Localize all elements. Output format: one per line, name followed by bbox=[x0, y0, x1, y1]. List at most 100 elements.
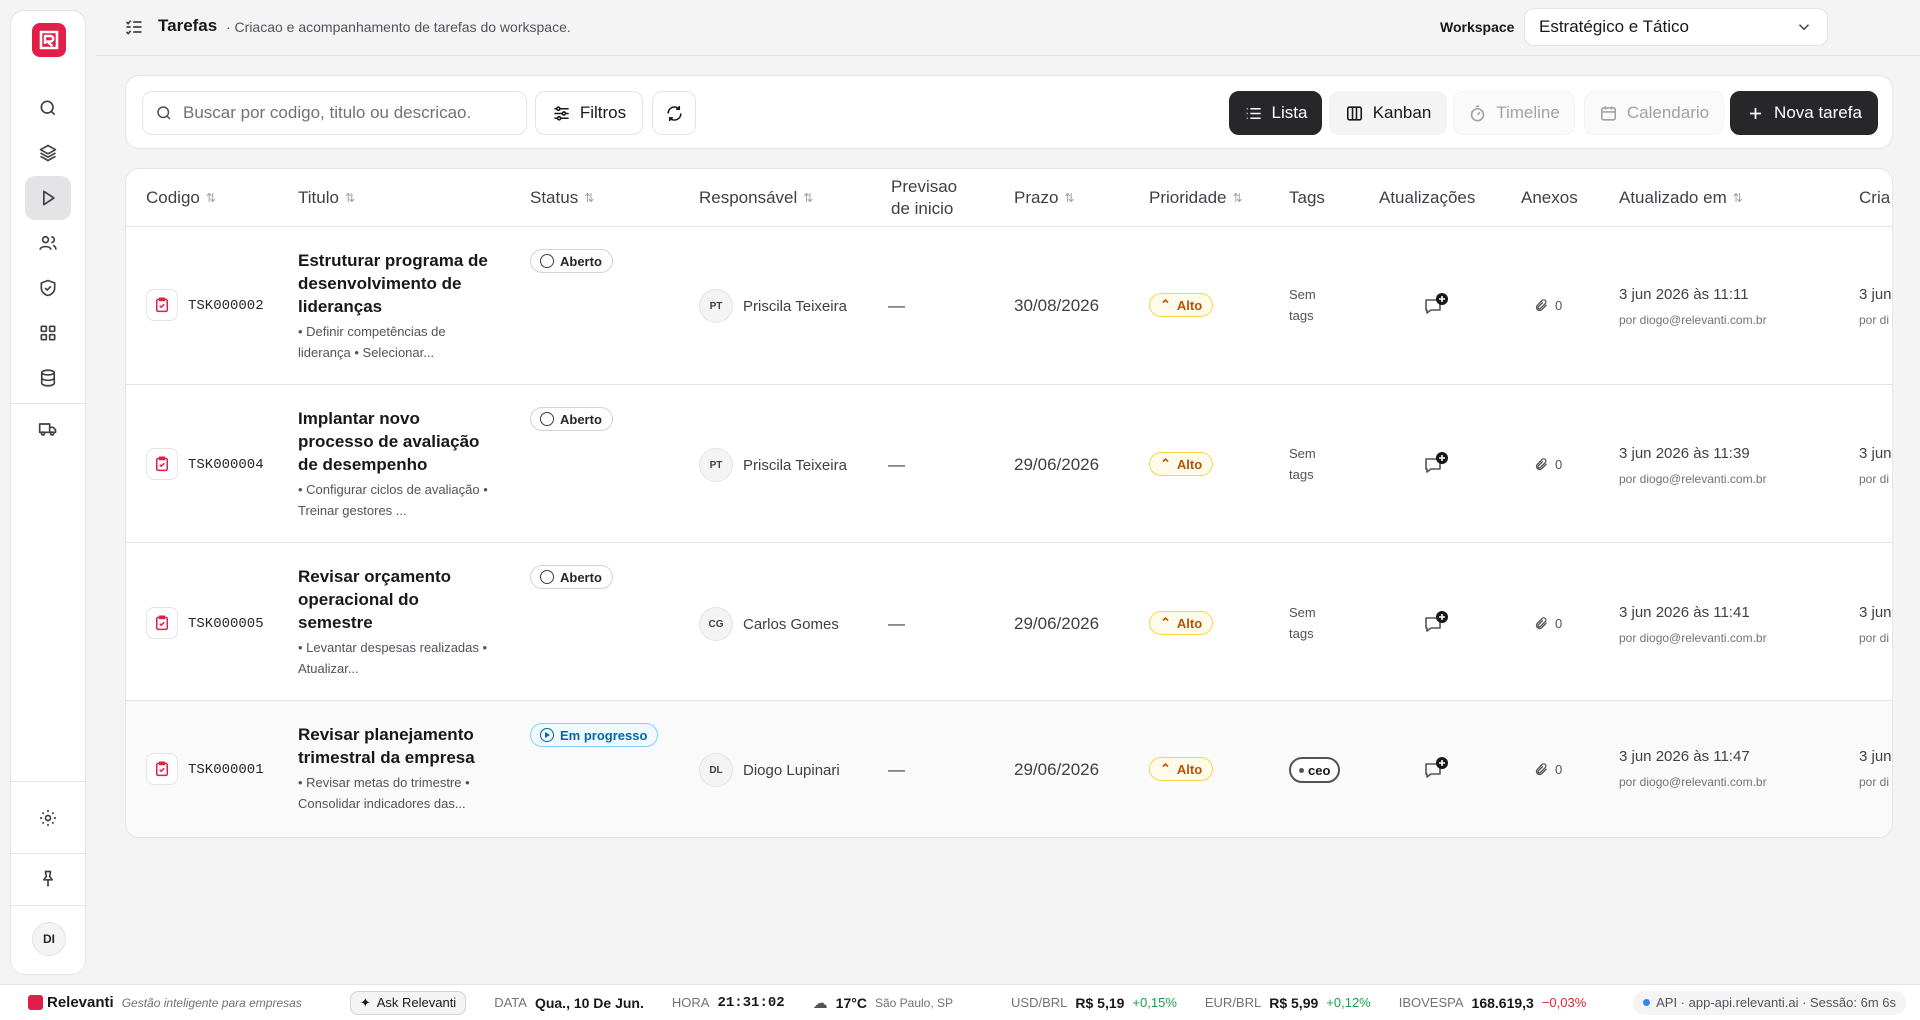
shield-check-icon bbox=[40, 279, 56, 297]
responsible: PT Priscila Teixeira bbox=[699, 448, 847, 482]
workspace-value: Estratégico e Tático bbox=[1539, 17, 1689, 36]
search-box bbox=[142, 91, 527, 135]
responsible: CG Carlos Gomes bbox=[699, 607, 839, 641]
task-code: TSK000001 bbox=[188, 762, 264, 778]
table-row[interactable]: TSK000001 Revisar planejamento trimestra… bbox=[126, 701, 1892, 836]
task-description: • Configurar ciclos de avaliação • Trein… bbox=[298, 482, 488, 518]
table-row[interactable]: TSK000005 Revisar orçamento operacional … bbox=[126, 543, 1892, 701]
status-bar: Relevanti Gestão inteligente para empres… bbox=[0, 984, 1920, 1020]
tag-chip[interactable]: ceo bbox=[1289, 757, 1341, 783]
status-badge: Aberto bbox=[530, 407, 613, 431]
responsible: DL Diogo Lupinari bbox=[699, 753, 840, 787]
comment-add-icon[interactable] bbox=[1422, 609, 1452, 637]
status-badge: Em progresso bbox=[530, 723, 659, 747]
search-icon bbox=[157, 106, 171, 120]
col-codigo[interactable]: Codigo ⇅ bbox=[146, 188, 216, 207]
nav-search[interactable] bbox=[25, 86, 71, 130]
col-status[interactable]: Status ⇅ bbox=[530, 188, 595, 207]
col-criado-em[interactable]: Cria bbox=[1859, 188, 1891, 207]
nav-delivery[interactable] bbox=[25, 407, 71, 451]
list-icon bbox=[1246, 107, 1261, 119]
table-header: Codigo ⇅ Titulo ⇅ Status ⇅ Responsável ⇅ Pre… bbox=[126, 169, 1892, 227]
sort-icon: ⇅ bbox=[584, 191, 595, 205]
sort-icon: ⇅ bbox=[803, 191, 814, 205]
chevrons-up-icon: ⌃ bbox=[1160, 761, 1171, 776]
nav-pin[interactable] bbox=[25, 857, 71, 901]
view-timeline-label: Timeline bbox=[1496, 103, 1560, 122]
task-icon bbox=[146, 607, 178, 639]
task-title[interactable]: Estruturar programa de desenvolvimento d… bbox=[298, 251, 488, 316]
comment-add-icon[interactable] bbox=[1422, 755, 1452, 783]
paperclip-icon bbox=[1535, 299, 1547, 312]
circle-icon bbox=[540, 412, 554, 426]
col-previsao[interactable]: Previsao de inicio bbox=[891, 177, 958, 218]
chevrons-up-icon: ⌃ bbox=[1160, 615, 1171, 630]
ask-relevanti-button[interactable]: ✦ Ask Relevanti bbox=[349, 990, 467, 1015]
filters-label: Filtros bbox=[579, 103, 627, 122]
time-label: HORA bbox=[671, 995, 710, 1010]
app-logo[interactable] bbox=[32, 23, 66, 57]
clipboard-check-icon bbox=[156, 761, 168, 777]
avatar: DL bbox=[699, 753, 733, 787]
task-title[interactable]: Revisar orçamento operacional do semestr… bbox=[298, 567, 452, 632]
deadline: 30/08/2026 bbox=[1014, 296, 1100, 315]
nav-apps[interactable] bbox=[25, 311, 71, 355]
view-calendar-button[interactable]: Calendario bbox=[1584, 91, 1724, 135]
workspace-select[interactable]: Estratégico e Tático bbox=[1524, 8, 1828, 46]
filters-button[interactable]: Filtros bbox=[535, 91, 643, 135]
time-value: 21:31:02 bbox=[717, 994, 785, 1011]
footer-brand: Relevanti bbox=[28, 994, 114, 1011]
nav-users[interactable] bbox=[25, 221, 71, 265]
tags-empty: Sem tags bbox=[1289, 446, 1316, 482]
created-at: 3 jun bbox=[1859, 748, 1892, 765]
pin-icon bbox=[43, 870, 54, 887]
user-avatar[interactable]: DI bbox=[32, 922, 66, 956]
col-titulo[interactable]: Titulo ⇅ bbox=[298, 188, 356, 207]
footer-tagline: Gestão inteligente para empresas bbox=[121, 995, 302, 1010]
created-by: por di bbox=[1859, 313, 1890, 327]
col-prioridade[interactable]: Prioridade ⇅ bbox=[1149, 188, 1243, 207]
search-input[interactable] bbox=[183, 103, 514, 123]
task-description: • Levantar despesas realizadas • Atualiz… bbox=[298, 640, 488, 676]
col-atualizado-em[interactable]: Atualizado em ⇅ bbox=[1619, 188, 1743, 207]
api-status: API · app-api.relevanti.ai · Sessão: 6m … bbox=[1633, 990, 1906, 1015]
view-list-button[interactable]: Lista bbox=[1229, 91, 1322, 135]
nav-database[interactable] bbox=[25, 356, 71, 400]
nav-security[interactable] bbox=[25, 266, 71, 310]
task-icon bbox=[146, 448, 178, 480]
col-prazo[interactable]: Prazo ⇅ bbox=[1014, 188, 1075, 207]
tags-empty: Sem tags bbox=[1289, 287, 1316, 323]
sparkle-icon: ✦ bbox=[359, 994, 371, 1010]
table-row[interactable]: TSK000004 Implantar novo processo de ava… bbox=[126, 385, 1892, 543]
task-title[interactable]: Revisar planejamento trimestral da empre… bbox=[298, 725, 475, 767]
refresh-button[interactable] bbox=[652, 91, 696, 135]
task-code: TSK000005 bbox=[188, 616, 264, 632]
responsible: PT Priscila Teixeira bbox=[699, 289, 847, 323]
new-task-button[interactable]: Nova tarefa bbox=[1730, 91, 1878, 135]
deadline: 29/06/2026 bbox=[1014, 760, 1100, 779]
col-responsavel[interactable]: Responsável ⇅ bbox=[699, 188, 814, 207]
clipboard-check-icon bbox=[156, 615, 168, 631]
comment-add-icon[interactable] bbox=[1422, 291, 1452, 319]
table-row[interactable]: TSK000002 Estruturar programa de desenvo… bbox=[126, 227, 1892, 385]
task-description: • Revisar metas do trimestre • Consolida… bbox=[298, 775, 470, 811]
nav-layers[interactable] bbox=[25, 131, 71, 175]
comment-add-icon[interactable] bbox=[1422, 450, 1452, 478]
nav-tasks[interactable] bbox=[25, 176, 71, 220]
status-dot-icon bbox=[1643, 999, 1651, 1006]
view-timeline-button[interactable]: Timeline bbox=[1453, 91, 1575, 135]
sort-icon: ⇅ bbox=[1064, 191, 1075, 205]
tag-dot-icon bbox=[1299, 767, 1304, 773]
new-task-label: Nova tarefa bbox=[1774, 103, 1862, 122]
task-title[interactable]: Implantar novo processo de avaliação de … bbox=[298, 409, 480, 474]
play-icon bbox=[43, 190, 55, 206]
weather-temp: 17°C bbox=[835, 994, 867, 1011]
sidebar-divider bbox=[11, 781, 85, 782]
ibov-value: 168.619,3 bbox=[1471, 994, 1534, 1011]
ibov-label: IBOVESPA bbox=[1398, 995, 1464, 1010]
nav-settings[interactable] bbox=[25, 796, 71, 840]
view-kanban-button[interactable]: Kanban bbox=[1329, 91, 1447, 135]
start-date: — bbox=[888, 760, 905, 779]
clipboard-check-icon bbox=[156, 297, 168, 313]
created-at: 3 jun bbox=[1859, 286, 1892, 303]
